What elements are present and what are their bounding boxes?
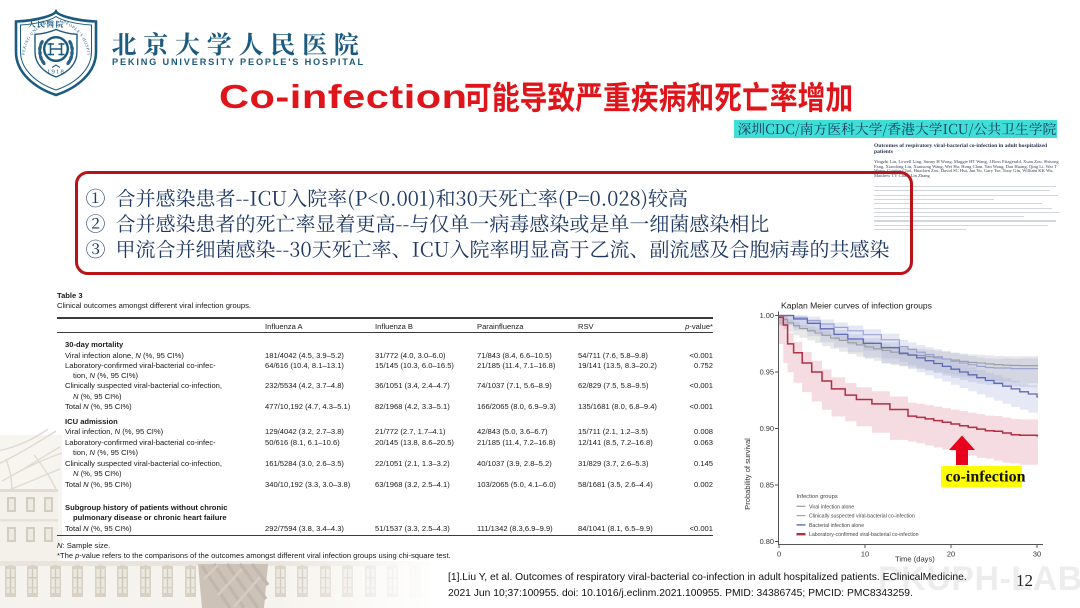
svg-text:Clinically suspected viral-bac: Clinically suspected viral-bacterial co-… bbox=[809, 514, 915, 520]
svg-text:Probability of survival: Probability of survival bbox=[743, 438, 752, 510]
svg-text:0.95: 0.95 bbox=[760, 368, 774, 377]
svg-text:Bacterial infection alone: Bacterial infection alone bbox=[809, 523, 864, 529]
svg-text:30: 30 bbox=[1033, 550, 1041, 559]
svg-text:0.90: 0.90 bbox=[760, 424, 774, 433]
svg-text:Infection groups: Infection groups bbox=[797, 494, 838, 500]
svg-text:0: 0 bbox=[777, 550, 781, 559]
svg-text:Laboratory-confirmed viral-bac: Laboratory-confirmed viral-bacterial co-… bbox=[809, 532, 919, 538]
svg-text:10: 10 bbox=[861, 550, 869, 559]
svg-text:Kaplan Meier curves of infecti: Kaplan Meier curves of infection groups bbox=[781, 301, 932, 311]
svg-text:0.85: 0.85 bbox=[760, 481, 774, 490]
svg-text:Time (days): Time (days) bbox=[895, 555, 935, 564]
svg-text:Viral infection alone: Viral infection alone bbox=[809, 504, 854, 510]
svg-text:co-infection: co-infection bbox=[946, 469, 1026, 486]
svg-text:20: 20 bbox=[947, 550, 955, 559]
svg-text:1.00: 1.00 bbox=[760, 311, 774, 320]
svg-text:1918: 1918 bbox=[47, 69, 65, 76]
svg-text:0.80: 0.80 bbox=[760, 537, 774, 546]
